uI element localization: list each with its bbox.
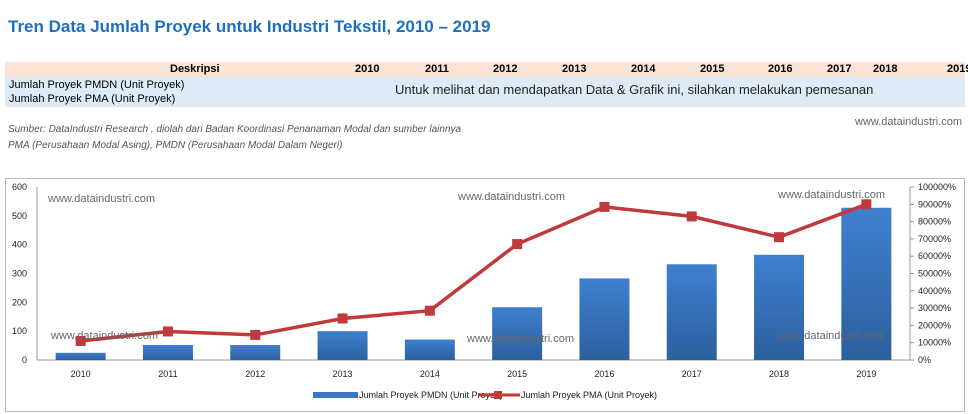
left-tick-label: 500 [12,211,27,221]
header-year: 2013 [562,63,587,75]
left-tick-label: 400 [12,240,27,250]
watermark: www.dataindustri.com [467,333,574,345]
header-year: 2019 [947,63,968,75]
header-year: 2016 [768,63,793,75]
right-tick-label: 0% [918,355,931,365]
order-message: Untuk melihat dan mendapatkan Data & Gra… [395,82,874,97]
marker-pma [774,232,785,243]
x-tick-label: 2018 [769,369,789,379]
bar-pmdn [230,345,281,360]
marker-pma [250,329,261,340]
bar-pmdn [142,345,193,360]
watermark: www.dataindustri.com [51,330,158,342]
source-note: Sumber: DataIndustri Research , diolah d… [8,124,462,135]
table-body: Jumlah Proyek PMDN (Unit Proyek) Jumlah … [5,77,965,107]
row-label-pmdn: Jumlah Proyek PMDN (Unit Proyek) [9,79,185,91]
right-tick-label: 60000% [918,251,951,261]
x-tick-label: 2012 [245,369,265,379]
left-tick-label: 100 [12,326,27,336]
header-year: 2017 [827,63,852,75]
right-tick-label: 30000% [918,303,951,313]
x-tick-label: 2014 [420,369,440,379]
watermark: www.dataindustri.com [855,116,962,128]
bar-pmdn [754,254,805,360]
bar-pmdn [666,264,717,360]
header-deskripsi: Deskripsi [170,63,220,75]
header-year: 2012 [493,63,518,75]
left-tick-label: 0 [22,355,27,365]
bar-pmdn [579,278,630,360]
bar-pmdn [404,339,455,360]
table-header: Deskripsi 2010 2011 2012 2013 2014 2015 2016 20… [5,62,968,77]
marker-pma [162,326,173,337]
marker-pma [337,313,348,324]
legend-label-pmdn: Jumlah Proyek PMDN (Unit Proyek) [359,390,503,400]
bar-pmdn [841,207,892,360]
line-pma [80,202,867,343]
watermark: www.dataindustri.com [48,193,155,205]
marker-pma [75,335,86,346]
watermark: www.dataindustri.com [458,191,565,203]
right-tick-label: 70000% [918,234,951,244]
watermark: www.dataindustri.com [778,189,885,201]
left-tick-label: 300 [12,269,27,279]
marker-pma [599,201,610,212]
right-tick-label: 40000% [918,286,951,296]
left-tick-label: 200 [12,297,27,307]
x-tick-label: 2019 [856,369,876,379]
chart-frame [5,178,965,412]
page-title: Tren Data Jumlah Proyek untuk Industri T… [8,17,491,36]
bar-pmdn [317,331,368,360]
watermark: www.dataindustri.com [778,330,885,342]
right-tick-label: 20000% [918,320,951,330]
row-label-pma: Jumlah Proyek PMA (Unit Proyek) [9,93,176,105]
right-tick-label: 50000% [918,269,951,279]
x-tick-label: 2016 [594,369,614,379]
x-tick-label: 2017 [682,369,702,379]
marker-pma [686,211,697,222]
abbrev-note: PMA (Perusahaan Modal Asing), PMDN (Peru… [8,140,343,151]
right-tick-label: 100000% [918,182,956,192]
bar-pmdn [492,307,543,360]
right-tick-label: 10000% [918,338,951,348]
legend-swatch-pmdn [313,392,358,398]
x-tick-label: 2010 [71,369,91,379]
header-year: 2015 [700,63,725,75]
header-year: 2018 [873,63,898,75]
right-tick-label: 80000% [918,217,951,227]
header-year: 2014 [631,63,656,75]
header-year: 2010 [355,63,380,75]
left-tick-label: 600 [12,182,27,192]
marker-pma [861,199,872,210]
legend-label-pma: Jumlah Proyek PMA (Unit Proyek) [521,390,657,400]
header-year: 2011 [425,63,449,75]
legend-marker-pma [494,391,502,399]
bar-pmdn [55,352,106,360]
x-tick-label: 2011 [158,369,177,379]
x-tick-label: 2015 [507,369,527,379]
marker-pma [424,305,435,316]
marker-pma [512,239,523,250]
x-tick-label: 2013 [333,369,353,379]
right-tick-label: 90000% [918,199,951,209]
